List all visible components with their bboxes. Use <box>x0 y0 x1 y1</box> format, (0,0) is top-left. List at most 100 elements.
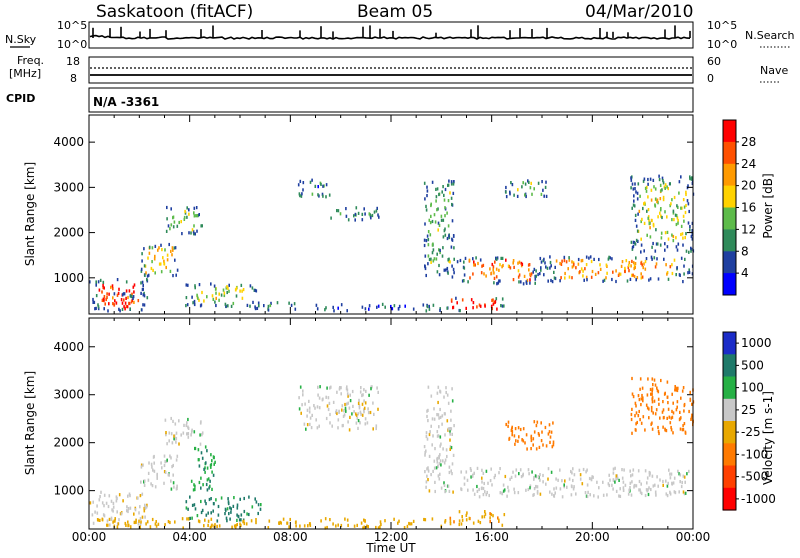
power-cell <box>540 268 542 272</box>
power-cell <box>609 256 611 260</box>
power-cell <box>439 250 441 255</box>
vel-cell <box>639 387 641 391</box>
power-cell <box>473 263 475 267</box>
power-cell <box>546 266 549 270</box>
colorbar-tick-label: -1000 <box>741 492 776 506</box>
vel-cell <box>127 509 129 514</box>
power-cell <box>642 179 645 183</box>
vel-cell <box>155 520 157 524</box>
power-cell <box>148 245 151 249</box>
power-cell <box>105 297 107 302</box>
vel-cell <box>487 481 489 485</box>
power-cell <box>512 278 515 282</box>
vel-cell <box>573 485 575 489</box>
vel-cell <box>332 400 335 404</box>
colorbar-tick-label: -100 <box>741 447 768 461</box>
vel-cell <box>107 504 110 509</box>
power-cell <box>450 180 453 184</box>
vel-cell <box>198 520 201 524</box>
vel-cell <box>198 480 201 485</box>
power-cell <box>651 257 653 261</box>
power-cell <box>125 280 128 284</box>
vel-cell <box>659 416 661 420</box>
power-cell <box>133 300 135 304</box>
vel-cell <box>349 415 351 419</box>
power-cell <box>564 276 566 280</box>
power-cell <box>502 263 504 268</box>
vel-cell <box>449 519 452 523</box>
vel-cell <box>662 425 664 429</box>
power-cell <box>658 174 660 178</box>
vel-cell <box>346 518 349 522</box>
power-heatmap <box>89 174 695 313</box>
power-cell <box>146 296 149 300</box>
power-cell <box>669 265 672 269</box>
vel-cell <box>250 519 253 523</box>
power-cell <box>446 306 448 310</box>
vel-cell <box>660 378 662 383</box>
vel-cell <box>425 485 427 489</box>
velocity-x-ticks <box>88 318 694 529</box>
power-cell <box>495 267 498 271</box>
power-cell <box>361 218 364 222</box>
power-cell <box>675 245 678 249</box>
power-cell <box>684 210 687 215</box>
power-cell <box>293 302 296 306</box>
power-cell <box>634 262 637 266</box>
vel-cell <box>375 525 377 530</box>
power-cell <box>130 300 133 304</box>
power-cell <box>153 257 156 261</box>
power-cell <box>642 266 644 270</box>
power-cell <box>535 269 537 273</box>
vel-cell <box>194 484 196 488</box>
power-cell <box>525 280 528 284</box>
vel-cell <box>204 466 206 470</box>
power-cell <box>181 232 183 236</box>
power-cell <box>648 278 650 282</box>
power-cell <box>223 291 226 295</box>
power-cell <box>605 276 607 280</box>
vel-cell <box>307 524 309 528</box>
power-cell <box>520 261 523 265</box>
vel-cell <box>326 386 328 390</box>
power-cell <box>451 219 454 223</box>
power-cell <box>129 307 131 311</box>
vel-cell <box>144 515 146 519</box>
vel-cell <box>578 468 581 472</box>
power-cell <box>211 294 214 298</box>
x-tick-label: 12:00 <box>374 530 409 544</box>
x-tick-label: 16:00 <box>474 530 509 544</box>
vel-cell <box>642 415 645 419</box>
vel-cell <box>170 456 172 460</box>
vel-cell <box>536 420 539 424</box>
vel-cell <box>321 398 324 402</box>
power-cell <box>320 182 322 186</box>
vel-cell <box>151 465 153 469</box>
vel-cell <box>679 427 682 431</box>
power-cell <box>95 283 97 287</box>
power-cell <box>632 187 635 191</box>
power-cell <box>120 298 123 302</box>
vel-cell <box>427 385 430 389</box>
vel-cell <box>646 406 649 410</box>
power-cell <box>679 273 681 277</box>
vel-cell <box>199 442 202 446</box>
colorbar-tick-label: 1000 <box>741 336 772 350</box>
vel-cell <box>112 501 115 505</box>
power-cell <box>634 242 636 246</box>
vel-cell <box>473 492 476 496</box>
vel-cell <box>596 480 598 484</box>
vel-cell <box>586 494 589 499</box>
power-cell <box>671 271 674 276</box>
vel-cell <box>211 470 213 474</box>
vel-cell <box>209 484 211 488</box>
vel-cell <box>442 447 444 451</box>
vel-cell <box>240 518 242 522</box>
power-cell <box>450 182 453 186</box>
vel-cell <box>427 478 429 482</box>
power-cell <box>263 304 265 308</box>
power-cell <box>432 259 435 263</box>
power-cell <box>461 279 464 283</box>
vel-cell <box>490 467 492 471</box>
